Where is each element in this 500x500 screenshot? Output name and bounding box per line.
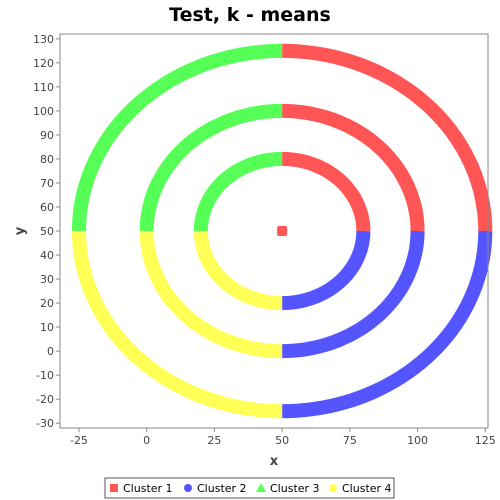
y-tick-label: 0 (47, 345, 54, 358)
y-axis-ticks: -30 -20 -10 0 10 20 30 40 50 60 70 80 90 100 110 120 130 (33, 33, 60, 430)
legend: Cluster 1 Cluster 2 Cluster 3 Cluster 4 (104, 477, 395, 499)
cluster-arc (282, 151, 371, 232)
y-tick-label: 20 (40, 297, 54, 310)
series-cluster-1 (277, 43, 493, 236)
cluster-arc (282, 43, 493, 232)
series-cluster-3 (71, 43, 283, 232)
y-tick-label: 10 (40, 321, 54, 334)
y-tick-label: 120 (33, 57, 54, 70)
legend-marker (256, 483, 266, 492)
y-tick-label: 110 (33, 81, 54, 94)
series-layer (71, 43, 493, 419)
y-tick-label: 90 (40, 129, 54, 142)
cluster-arc (282, 230, 493, 419)
x-tick-label: 100 (407, 434, 428, 447)
cluster-arc (139, 103, 283, 232)
cluster-arc (193, 151, 283, 232)
y-tick-label: 100 (33, 105, 54, 118)
cluster-arc (282, 230, 425, 359)
y-tick-label: 30 (40, 273, 54, 286)
y-tick-label: 130 (33, 33, 54, 46)
x-axis-ticks: -25 0 25 50 75 100 125 (70, 428, 496, 447)
cluster-arc (193, 230, 283, 311)
series-cluster-4 (71, 230, 283, 419)
legend-frame (104, 477, 395, 499)
cluster-arc (71, 43, 283, 232)
cluster-arc (71, 230, 283, 419)
y-tick-label: 70 (40, 177, 54, 190)
legend-label: Cluster 3 (270, 482, 320, 495)
legend-marker (329, 484, 337, 492)
y-axis-title: y (13, 226, 28, 235)
x-tick-label: 25 (207, 434, 221, 447)
chart-title: Test, k - means (169, 4, 331, 26)
x-tick-label: 0 (143, 434, 150, 447)
legend-marker (110, 484, 118, 492)
y-tick-label: -10 (36, 369, 54, 382)
y-tick-label: 50 (40, 225, 54, 238)
x-axis-title: x (270, 454, 279, 469)
y-tick-label: 80 (40, 153, 54, 166)
legend-label: Cluster 1 (123, 482, 173, 495)
cluster-point (277, 226, 288, 236)
x-tick-label: 75 (343, 434, 357, 447)
x-tick-label: 50 (275, 434, 289, 447)
legend-marker (184, 484, 192, 492)
cluster-arc (139, 230, 283, 359)
legend-label: Cluster 4 (342, 482, 392, 495)
cluster-arc (282, 230, 371, 311)
y-tick-label: 40 (40, 249, 54, 262)
y-tick-label: 60 (40, 201, 54, 214)
cluster-arc (282, 103, 425, 232)
legend-label: Cluster 2 (197, 482, 247, 495)
y-tick-label: -30 (36, 417, 54, 430)
series-cluster-2 (282, 230, 493, 419)
y-tick-label: -20 (36, 393, 54, 406)
x-tick-label: 125 (475, 434, 496, 447)
x-tick-label: -25 (70, 434, 88, 447)
